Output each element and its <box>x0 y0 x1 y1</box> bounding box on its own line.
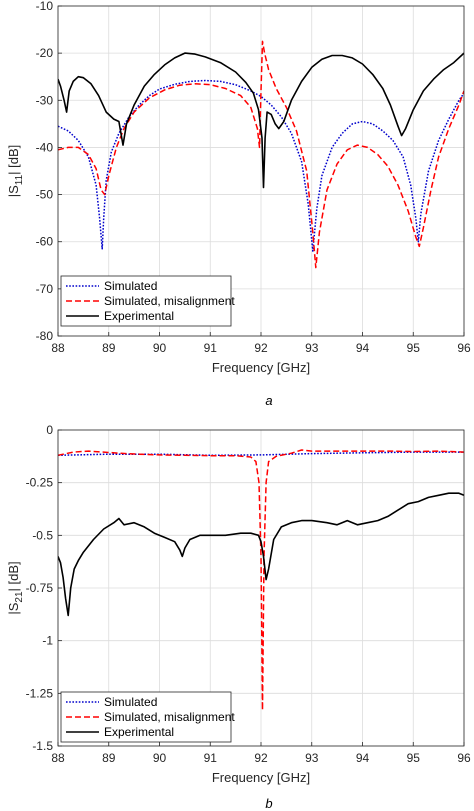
y-axis-label-base: |S <box>6 602 21 614</box>
series-line-simulated-misalignment <box>58 449 464 711</box>
y-tick-label: -80 <box>36 329 54 343</box>
x-tick-label: 94 <box>356 751 370 765</box>
panel-caption: b <box>265 796 272 811</box>
x-tick-label: 89 <box>102 751 116 765</box>
legend-label: Experimental <box>104 309 174 323</box>
x-tick-label: 96 <box>457 751 471 765</box>
x-tick-label: 93 <box>305 341 319 355</box>
x-tick-label: 96 <box>457 341 471 355</box>
y-tick-label: -60 <box>36 235 54 249</box>
x-tick-label: 89 <box>102 341 116 355</box>
series-line-simulated <box>58 79 464 252</box>
y-axis-label: |S11| [dB] <box>6 145 25 198</box>
y-tick-label: -40 <box>36 140 54 154</box>
y-axis-label-sub: 21 <box>14 591 25 603</box>
x-tick-label: 94 <box>356 341 370 355</box>
x-tick-label: 91 <box>204 751 218 765</box>
y-axis-label: |S21| [dB] <box>6 561 25 614</box>
legend-label: Simulated <box>104 695 157 709</box>
y-tick-label: -0.25 <box>26 476 54 490</box>
series-line-experimental <box>58 492 464 617</box>
x-axis-label: Frequency [GHz] <box>212 770 310 785</box>
chart-panel-a: 88 89 90 91 92 93 94 95 96 -80 -70 -60 -50 -40 -30 -20 -… <box>6 0 471 408</box>
legend-label: Simulated <box>104 279 157 293</box>
y-axis-label-rest: | [dB] <box>6 145 21 175</box>
x-tick-label: 95 <box>407 341 421 355</box>
y-tick-label: -10 <box>36 0 54 13</box>
x-tick-label: 92 <box>254 341 268 355</box>
chart-panel-b: 88 89 90 91 92 93 94 95 96 -1.5 -1.25 -1 -0.75 -0.5 -0… <box>6 423 471 811</box>
y-tick-label: 0 <box>46 423 53 437</box>
y-axis-label-base: |S <box>6 185 21 197</box>
y-tick-label: -1 <box>42 634 53 648</box>
y-tick-label: -1.5 <box>32 739 53 753</box>
series-line-simulated-misalignment <box>58 40 464 269</box>
y-tick-label: -0.5 <box>32 528 53 542</box>
y-tick-label: -30 <box>36 93 54 107</box>
y-tick-label: -1.25 <box>26 686 54 700</box>
x-tick-label: 93 <box>305 751 319 765</box>
legend-label: Experimental <box>104 725 174 739</box>
y-axis-label-rest: | [dB] <box>6 561 21 591</box>
x-tick-label: 91 <box>204 341 218 355</box>
series-group <box>58 449 464 711</box>
y-axis-label-sub: 11 <box>14 174 25 185</box>
x-axis-label: Frequency [GHz] <box>212 360 310 375</box>
x-tick-label: 95 <box>407 751 421 765</box>
legend-label: Simulated, misalignment <box>104 710 235 724</box>
y-tick-label: -50 <box>36 188 54 202</box>
series-line-experimental <box>58 52 464 189</box>
y-tick-label: -0.75 <box>26 581 54 595</box>
x-tick-label: 92 <box>254 751 268 765</box>
series-group <box>58 40 464 269</box>
panel-caption: a <box>265 393 272 408</box>
x-tick-label: 88 <box>51 751 65 765</box>
x-tick-label: 90 <box>153 341 167 355</box>
x-tick-label: 88 <box>51 341 65 355</box>
y-tick-label: -20 <box>36 46 54 60</box>
x-tick-label: 90 <box>153 751 167 765</box>
legend-label: Simulated, misalignment <box>104 294 235 308</box>
y-tick-label: -70 <box>36 282 54 296</box>
